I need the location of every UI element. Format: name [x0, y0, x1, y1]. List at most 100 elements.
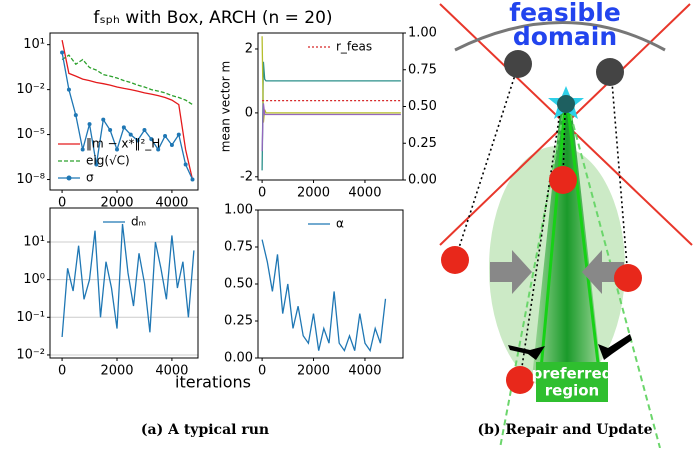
marker: [94, 162, 99, 167]
y2-tick-label: 1.00: [408, 26, 437, 41]
y-tick-label: 0.00: [224, 351, 253, 366]
x-tick-label: 2000: [100, 196, 133, 211]
y2-tick-label: 0.00: [408, 173, 437, 188]
marker: [66, 87, 71, 92]
figure-title: fₛₚₕ with Box, ARCH (n = 20): [93, 8, 332, 28]
y2-tick-label: 0.25: [408, 136, 437, 151]
preferred-bar: [532, 112, 602, 378]
sample-point: [614, 264, 642, 292]
marker: [121, 125, 126, 130]
axes-frame: [257, 32, 404, 181]
marker: [183, 162, 188, 167]
x-label: iterations: [175, 373, 251, 392]
x-tick-label: 4000: [348, 364, 381, 379]
plot-area: [61, 223, 195, 338]
y-tick-label: 10⁰: [23, 272, 45, 287]
marker: [87, 122, 92, 127]
marker: [128, 132, 133, 137]
sample-point: [506, 366, 534, 394]
preferred-box: [536, 362, 608, 402]
y2-tick-label: 0.50: [408, 99, 437, 114]
legend-marker: [66, 175, 72, 181]
x-tick-label: 2000: [297, 186, 330, 201]
caption: (b) Repair and Update: [477, 422, 652, 438]
legend-label: σ: [86, 171, 94, 185]
diagram-label: preferred: [532, 365, 613, 383]
legend-label: eig(√C): [86, 154, 130, 168]
plot-area: [261, 36, 401, 171]
x-tick-label: 4000: [155, 196, 188, 211]
axes-frame: [49, 32, 199, 191]
projected-point: [596, 58, 624, 86]
mean-point: [557, 95, 575, 113]
plot-area: [60, 39, 195, 182]
sample-point: [549, 166, 577, 194]
legend-label: dₘ: [131, 215, 146, 229]
y-tick-label: 0: [245, 105, 253, 120]
y-tick-label: 0.50: [224, 277, 253, 292]
y-tick-label: 10⁻¹: [16, 310, 45, 325]
x-tick-label: 0: [58, 196, 66, 211]
diagram: preferred region feasible domain: [439, 0, 693, 449]
legend-label: r_feas: [336, 40, 372, 54]
dashed-line: [499, 104, 566, 449]
diagram-label: feasible: [509, 0, 621, 27]
series-line: [261, 36, 401, 123]
sample-point: [441, 246, 469, 274]
marker: [149, 137, 154, 142]
arrow: [490, 250, 532, 294]
marker: [60, 50, 65, 55]
line: [538, 107, 567, 381]
plot-area: [261, 239, 387, 353]
marker: [135, 138, 140, 143]
diagram-label: region: [545, 382, 599, 400]
marker: [163, 134, 168, 139]
caption: (a) A typical run: [141, 422, 269, 438]
arrow: [582, 250, 624, 294]
series-line: [61, 223, 195, 338]
y-tick-label: 10⁻²: [16, 82, 45, 97]
y-tick-label: 10⁻⁸: [16, 172, 45, 187]
series-line: [261, 103, 401, 152]
dashed-line: [567, 104, 661, 449]
y2-tick-label: 0.75: [408, 62, 437, 77]
arrow: [508, 345, 545, 360]
marker: [80, 147, 85, 152]
x-tick-label: 0: [258, 186, 266, 201]
axes-frame: [257, 209, 404, 359]
marker: [156, 147, 161, 152]
legend-label: ‖m − x*‖²_H: [86, 137, 160, 151]
axes-frame: [49, 207, 199, 359]
marker: [169, 143, 174, 148]
x-tick-label: 0: [58, 364, 66, 379]
y-tick-label: 10⁻²: [16, 347, 45, 362]
arc: [454, 21, 666, 52]
y-tick-label: -2: [240, 169, 253, 184]
projected-point: [504, 50, 532, 78]
y-tick-label: 10¹: [23, 37, 45, 52]
legend-label: α: [336, 217, 344, 231]
y-label: mean vector m: [219, 61, 233, 152]
marker: [101, 117, 106, 122]
line: [566, 107, 602, 381]
series-line: [61, 39, 194, 180]
marker: [176, 132, 181, 137]
x-tick-label: 2000: [100, 364, 133, 379]
y-tick-label: 10¹: [23, 235, 45, 250]
y-tick-label: 0.25: [224, 314, 253, 329]
x-tick-label: 4000: [155, 364, 188, 379]
series-line: [261, 239, 387, 353]
y-tick-label: 1.00: [224, 203, 253, 218]
marker: [108, 128, 113, 133]
diagram-label: domain: [513, 22, 617, 51]
marker: [73, 113, 78, 118]
y-tick-label: 2: [245, 41, 253, 56]
marker: [142, 128, 147, 133]
y-tick-label: 0.75: [224, 240, 253, 255]
x-tick-label: 4000: [348, 186, 381, 201]
series-line: [61, 54, 193, 106]
x-tick-label: 2000: [297, 364, 330, 379]
y-tick-label: 10⁻⁵: [16, 127, 45, 142]
marker: [114, 147, 119, 152]
